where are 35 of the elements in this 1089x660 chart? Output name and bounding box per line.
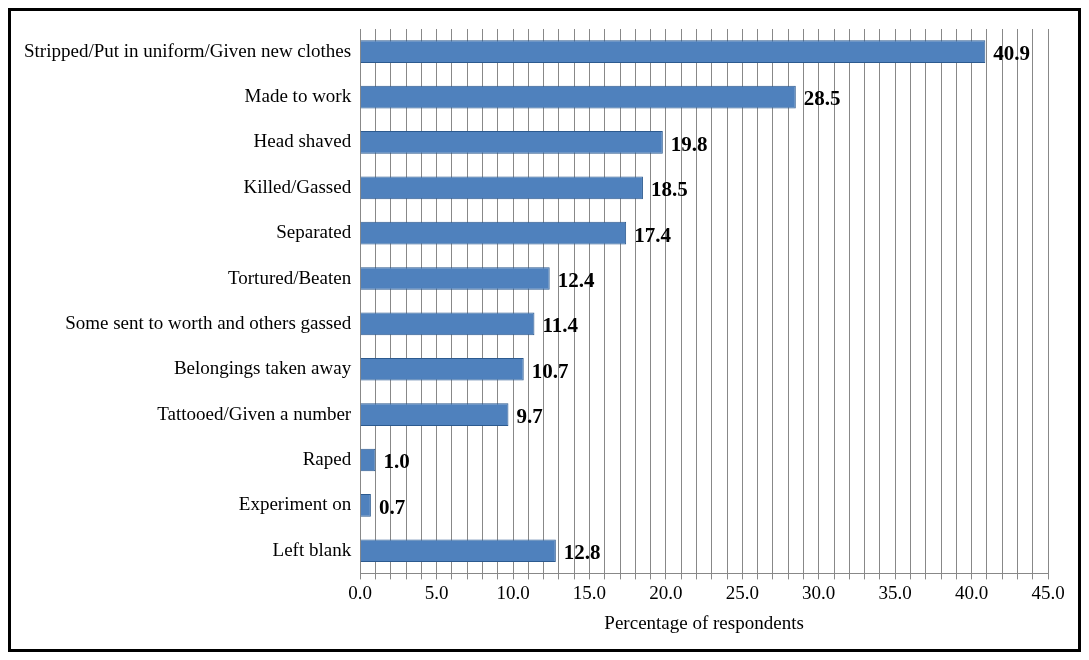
x-tick-label: 20.0	[649, 581, 683, 603]
y-tick-label: Tortured/Beaten	[228, 266, 352, 288]
data-label: 17.4	[634, 222, 672, 247]
y-tick-label: Head shaved	[253, 130, 352, 152]
data-label: 19.8	[670, 131, 708, 156]
data-label: 10.7	[531, 358, 569, 383]
y-tick-label: Stripped/Put in uniform/Given new clothes	[24, 39, 352, 61]
y-tick-label: Tattooed/Given a number	[157, 402, 352, 424]
data-label: 11.4	[542, 313, 579, 338]
x-axis-title: Percentage of respondents	[604, 611, 804, 633]
x-tick-label: 25.0	[725, 581, 759, 603]
y-tick-label: Belongings taken away	[173, 357, 352, 379]
y-tick-label: Left blank	[272, 538, 352, 560]
x-tick-label: 0.0	[348, 581, 373, 603]
y-tick-label: Some sent to worth and others gassed	[65, 311, 352, 333]
x-tick-label: 10.0	[496, 581, 530, 603]
data-label: 18.5	[650, 177, 688, 202]
x-tick-label: 5.0	[424, 581, 449, 603]
data-label: 0.7	[378, 494, 406, 519]
data-label: 28.5	[803, 86, 841, 111]
data-label: 12.8	[563, 540, 601, 565]
y-tick-label: Killed/Gassed	[243, 175, 352, 197]
data-label: 40.9	[993, 41, 1031, 66]
data-label: 1.0	[383, 449, 410, 474]
x-tick-label: 35.0	[878, 581, 912, 603]
y-tick-label: Separated	[276, 221, 352, 243]
x-tick-label: 40.0	[954, 581, 989, 603]
data-label: 9.7	[516, 404, 543, 429]
x-tick-label: 45.0	[1031, 581, 1065, 603]
y-tick-label: Made to work	[244, 85, 352, 107]
x-tick-label: 30.0	[802, 581, 836, 603]
x-tick-label: 15.0	[572, 581, 607, 603]
data-label: 12.4	[557, 267, 595, 292]
y-tick-label: Raped	[302, 447, 352, 469]
y-tick-label: Experiment on	[238, 493, 352, 515]
